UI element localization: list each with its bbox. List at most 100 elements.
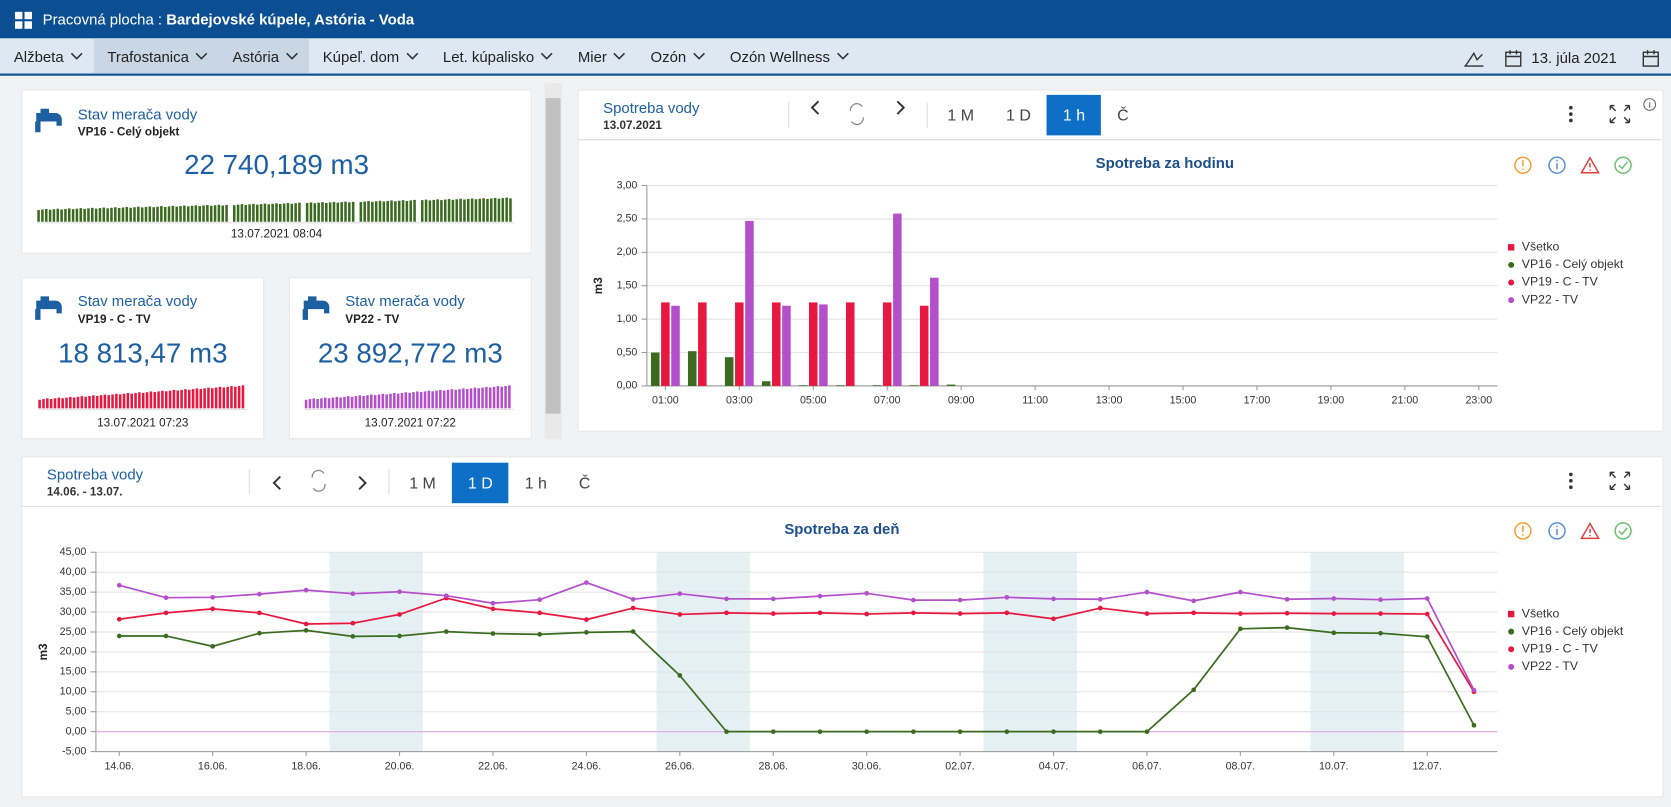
- x-tick-label: 08.07.: [1226, 760, 1256, 772]
- status-icons[interactable]: [1514, 156, 1632, 540]
- calendar-icon[interactable]: [1504, 48, 1525, 69]
- bar: [882, 302, 892, 386]
- sparkline-bar: [184, 389, 187, 409]
- chevron-path: [285, 52, 298, 60]
- sparkline-bar: [79, 208, 83, 222]
- nav-item[interactable]: Trafostanica: [93, 38, 219, 74]
- legend-marker: [1508, 628, 1515, 635]
- bar: [835, 385, 845, 386]
- data-point: [1331, 630, 1337, 636]
- sparkline-bar: [294, 203, 297, 222]
- x-tick-label: 20.06.: [385, 760, 415, 772]
- sparkline-bar: [94, 208, 98, 222]
- chevron-path: [406, 52, 418, 60]
- sparkline-bar: [198, 206, 201, 222]
- sparkline-bar: [386, 200, 389, 222]
- sparkline-bar: [409, 200, 412, 222]
- sparkline-bar: [230, 386, 233, 409]
- kebab-icons[interactable]: [1569, 105, 1573, 490]
- legend-label: Všetko: [1522, 606, 1560, 620]
- sparkline-bar: [221, 205, 225, 222]
- sparkline-bar: [271, 203, 274, 222]
- sparkline-bar: [413, 199, 416, 222]
- calendar-picker-icon[interactable]: [1641, 48, 1662, 69]
- x-tick-label: 07:00: [874, 395, 901, 407]
- period-button[interactable]: 1 D: [451, 462, 509, 504]
- legend-marker: [1508, 646, 1515, 653]
- period-button[interactable]: 1 M: [947, 106, 975, 125]
- sparkline-bar: [52, 209, 56, 222]
- sparkline-bar: [190, 205, 194, 222]
- sparkline-bar: [317, 202, 320, 222]
- sparkline-bar: [298, 202, 301, 222]
- refresh-icons[interactable]: [311, 103, 864, 492]
- sparkline-bar: [482, 198, 485, 222]
- period-button[interactable]: 1 M: [409, 473, 436, 493]
- legend-marker: [1507, 244, 1515, 251]
- y-tick-label: 35,00: [60, 586, 87, 598]
- data-point: [1284, 596, 1290, 602]
- nav-item[interactable]: Ozón Wellness: [716, 38, 860, 73]
- apps-icon[interactable]: [14, 11, 33, 30]
- bar: [930, 277, 939, 386]
- x-tick-label: 30.06.: [852, 760, 882, 772]
- period-button[interactable]: Č: [578, 473, 591, 493]
- data-point: [630, 605, 636, 611]
- bar: [724, 357, 734, 386]
- sparkline-bar: [308, 399, 312, 409]
- compare-icon[interactable]: [1462, 48, 1485, 69]
- workspace-label: Pracovná plocha :: [42, 10, 163, 28]
- bar: [687, 351, 697, 386]
- period-button[interactable]: 1 D: [1006, 106, 1031, 125]
- sparkline-bar: [366, 395, 369, 409]
- sparkline-bar: [462, 388, 465, 409]
- scrollbar-thumb[interactable]: [545, 98, 561, 414]
- bar: [745, 220, 754, 386]
- legend-label: VP16 - Celý objekt: [1522, 257, 1624, 271]
- data-point: [163, 633, 169, 639]
- sparkline-bar: [323, 397, 327, 409]
- sparkline-bar: [236, 204, 240, 222]
- sparkline-bar: [252, 203, 255, 222]
- period-button[interactable]: Č: [1117, 106, 1129, 125]
- sparkline-bar: [339, 397, 342, 409]
- sparkline-bar: [389, 393, 392, 409]
- sparkline-bar: [211, 388, 214, 409]
- nav-item[interactable]: Mier: [564, 38, 637, 73]
- y-tick-label: 25,00: [60, 626, 87, 638]
- sparkline-bar: [331, 397, 335, 409]
- bar: [872, 385, 882, 386]
- nav-item[interactable]: Ozón: [637, 38, 716, 73]
- info-icon[interactable]: [1643, 98, 1657, 111]
- period-button[interactable]: 1 h: [524, 473, 547, 493]
- nav-item[interactable]: Alžbeta: [0, 38, 93, 73]
- data-point: [1378, 597, 1383, 603]
- series-line: [119, 626, 1475, 733]
- period-button[interactable]: 1 h: [1046, 94, 1102, 136]
- data-point: [770, 729, 776, 735]
- data-point: [1004, 729, 1010, 735]
- sparkline-bar: [149, 391, 153, 409]
- sparkline-bar: [419, 392, 423, 409]
- current-date[interactable]: 13. júla 2021: [1531, 49, 1617, 67]
- nav-item[interactable]: Astória: [218, 38, 309, 74]
- y-tick-label: 2,50: [617, 213, 638, 225]
- sparkline-bar: [157, 391, 160, 409]
- nav-item[interactable]: Kúpeľ. dom: [309, 38, 429, 73]
- nav-item-label: Trafostanica: [107, 47, 189, 65]
- x-tick-label: 03:00: [726, 395, 753, 407]
- sparkline-bar: [134, 392, 137, 409]
- sparkline-bar: [385, 394, 388, 409]
- panel-toolbar-icons[interactable]: [272, 100, 1631, 491]
- data-point: [537, 632, 543, 637]
- sparkline-bar: [121, 207, 125, 222]
- legend-marker: [1507, 610, 1515, 618]
- sparkline-bar: [180, 389, 183, 409]
- nav-item[interactable]: Let. kúpalisko: [429, 38, 564, 73]
- sparkline-bar: [382, 201, 386, 222]
- nav-item-label: Astória: [232, 47, 279, 65]
- scrollbar[interactable]: [544, 83, 562, 440]
- sparkline-bar: [348, 202, 351, 222]
